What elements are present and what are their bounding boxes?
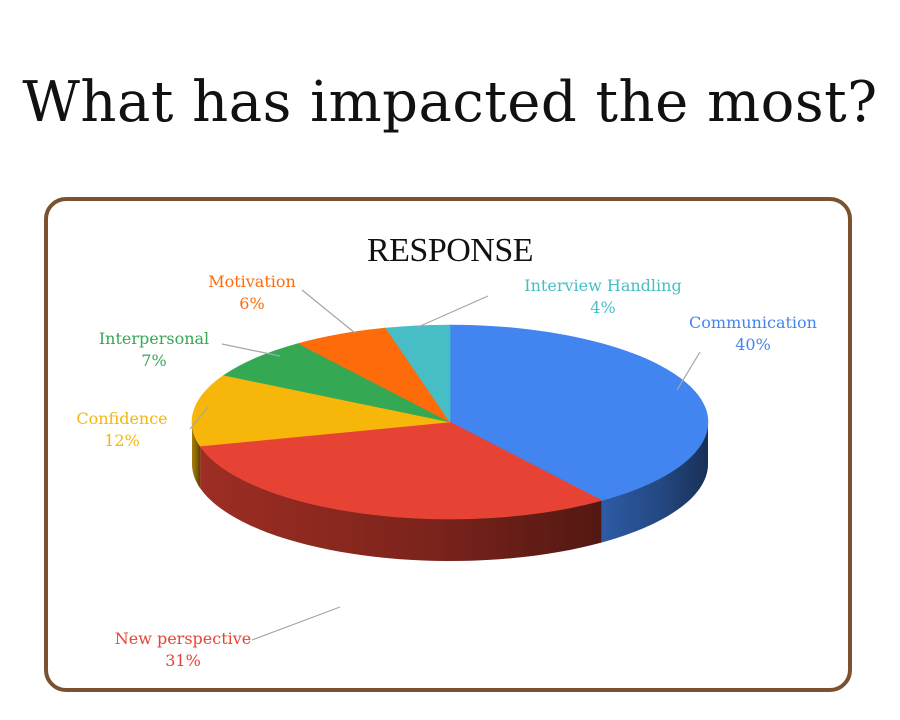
data-label-name: Interview Handling (524, 276, 682, 295)
chart-title: RESPONSE (366, 232, 534, 269)
data-label-name: Interpersonal (98, 329, 210, 348)
data-label-percent: 4% (590, 298, 616, 317)
pie-tops (191, 324, 709, 520)
data-label-name: New perspective (114, 629, 252, 648)
data-label-percent: 31% (165, 651, 201, 670)
pie-slice-new-perspective (199, 421, 603, 520)
leader-line-confidence (189, 406, 209, 430)
data-label-new-perspective: New perspective 31% (63, 628, 303, 672)
pie-side-shading (200, 446, 602, 561)
data-label-motivation: Motivation 6% (132, 271, 372, 315)
data-label-name: Confidence (76, 409, 168, 428)
data-label-percent: 7% (141, 351, 167, 370)
data-label-name: Communication (689, 313, 817, 332)
leader-line-motivation (301, 289, 356, 334)
pie-slice-communication (449, 324, 709, 501)
pie-slice-interview-handling (385, 324, 451, 423)
pie-sides (192, 422, 708, 561)
data-label-communication: Communication 40% (633, 312, 873, 356)
leader-line-interview-handling (417, 295, 489, 328)
data-label-name: Motivation (208, 272, 296, 291)
leader-line-new-perspective (251, 606, 341, 641)
slide-title: What has impacted the most? (22, 70, 878, 135)
leader-line-interpersonal (221, 343, 281, 357)
data-label-interview-handling: Interview Handling 4% (483, 275, 723, 319)
leader-lines (189, 289, 701, 641)
data-label-percent: 12% (104, 431, 140, 450)
data-label-percent: 40% (735, 335, 771, 354)
pie-side-shading (192, 422, 201, 489)
data-label-interpersonal: Interpersonal 7% (34, 328, 274, 372)
pie-slice-interpersonal (223, 343, 451, 423)
data-label-percent: 6% (239, 294, 265, 313)
pie-side-shading (601, 422, 708, 543)
leader-line-communication (676, 351, 701, 391)
pie-slice-confidence (191, 374, 451, 447)
data-label-confidence: Confidence 12% (2, 408, 242, 452)
